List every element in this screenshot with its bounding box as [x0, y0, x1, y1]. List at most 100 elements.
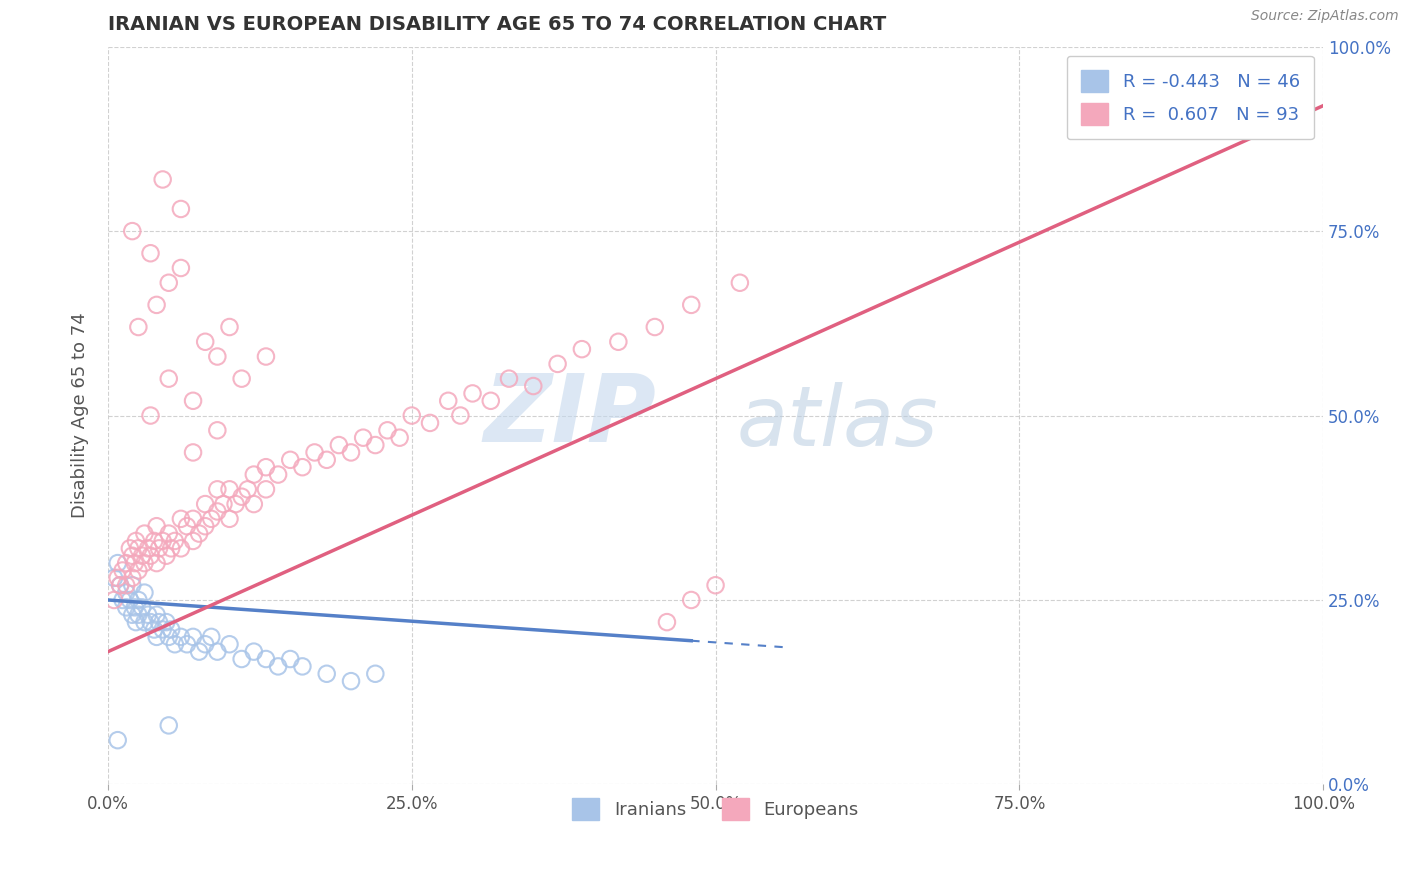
Point [131, 600, 153, 615]
Point [254, 460, 277, 475]
Point [218, 637, 240, 651]
Point [547, 357, 569, 371]
Point [160, 541, 183, 556]
Point [111, 564, 134, 578]
Point [115, 556, 138, 570]
Point [218, 512, 240, 526]
Point [254, 483, 277, 497]
Point [115, 585, 138, 599]
Point [254, 652, 277, 666]
Point [127, 541, 149, 556]
Point [188, 526, 211, 541]
Point [163, 533, 186, 548]
Point [170, 202, 193, 216]
Point [243, 467, 266, 482]
Point [231, 490, 253, 504]
Point [127, 593, 149, 607]
Point [131, 549, 153, 563]
Point [134, 556, 156, 570]
Point [157, 276, 180, 290]
Point [108, 578, 131, 592]
Point [401, 409, 423, 423]
Point [181, 512, 204, 526]
Point [115, 578, 138, 592]
Point [194, 637, 217, 651]
Point [207, 504, 229, 518]
Point [328, 438, 350, 452]
Point [121, 578, 143, 592]
Point [143, 533, 166, 548]
Point [152, 533, 174, 548]
Point [644, 320, 666, 334]
Text: ZIP: ZIP [484, 369, 657, 461]
Point [437, 393, 460, 408]
Point [157, 372, 180, 386]
Point [139, 615, 162, 629]
Point [121, 571, 143, 585]
Point [243, 645, 266, 659]
Point [243, 497, 266, 511]
Point [377, 423, 399, 437]
Point [681, 298, 703, 312]
Point [207, 483, 229, 497]
Text: Source: ZipAtlas.com: Source: ZipAtlas.com [1251, 9, 1399, 23]
Text: IRANIAN VS EUROPEAN DISABILITY AGE 65 TO 74 CORRELATION CHART: IRANIAN VS EUROPEAN DISABILITY AGE 65 TO… [108, 15, 886, 34]
Point [340, 674, 363, 689]
Point [160, 623, 183, 637]
Point [139, 246, 162, 260]
Point [194, 519, 217, 533]
Point [212, 497, 235, 511]
Point [498, 372, 520, 386]
Point [267, 659, 290, 673]
Point [157, 630, 180, 644]
Point [107, 571, 129, 585]
Point [136, 607, 159, 622]
Point [207, 350, 229, 364]
Point [194, 334, 217, 349]
Point [103, 571, 125, 585]
Point [145, 298, 167, 312]
Point [134, 526, 156, 541]
Point [121, 224, 143, 238]
Point [125, 533, 148, 548]
Point [254, 350, 277, 364]
Point [176, 637, 198, 651]
Point [194, 497, 217, 511]
Point [148, 615, 170, 629]
Point [218, 320, 240, 334]
Point [170, 630, 193, 644]
Point [364, 438, 387, 452]
Point [607, 334, 630, 349]
Point [124, 556, 146, 570]
Point [181, 630, 204, 644]
Y-axis label: Disability Age 65 to 74: Disability Age 65 to 74 [72, 313, 89, 518]
Point [107, 733, 129, 747]
Point [136, 541, 159, 556]
Point [278, 452, 301, 467]
Point [681, 593, 703, 607]
Point [225, 497, 247, 511]
Point [124, 600, 146, 615]
Text: atlas: atlas [737, 383, 938, 464]
Point [145, 519, 167, 533]
Point [181, 533, 204, 548]
Point [461, 386, 484, 401]
Point [127, 320, 149, 334]
Point [291, 659, 314, 673]
Point [170, 512, 193, 526]
Point [352, 431, 374, 445]
Point [108, 578, 131, 592]
Point [143, 623, 166, 637]
Point [170, 541, 193, 556]
Point [479, 393, 502, 408]
Point [127, 564, 149, 578]
Point [139, 549, 162, 563]
Point [291, 460, 314, 475]
Point [571, 342, 593, 356]
Point [200, 512, 222, 526]
Point [107, 556, 129, 570]
Point [340, 445, 363, 459]
Point [170, 260, 193, 275]
Point [118, 541, 141, 556]
Point [145, 607, 167, 622]
